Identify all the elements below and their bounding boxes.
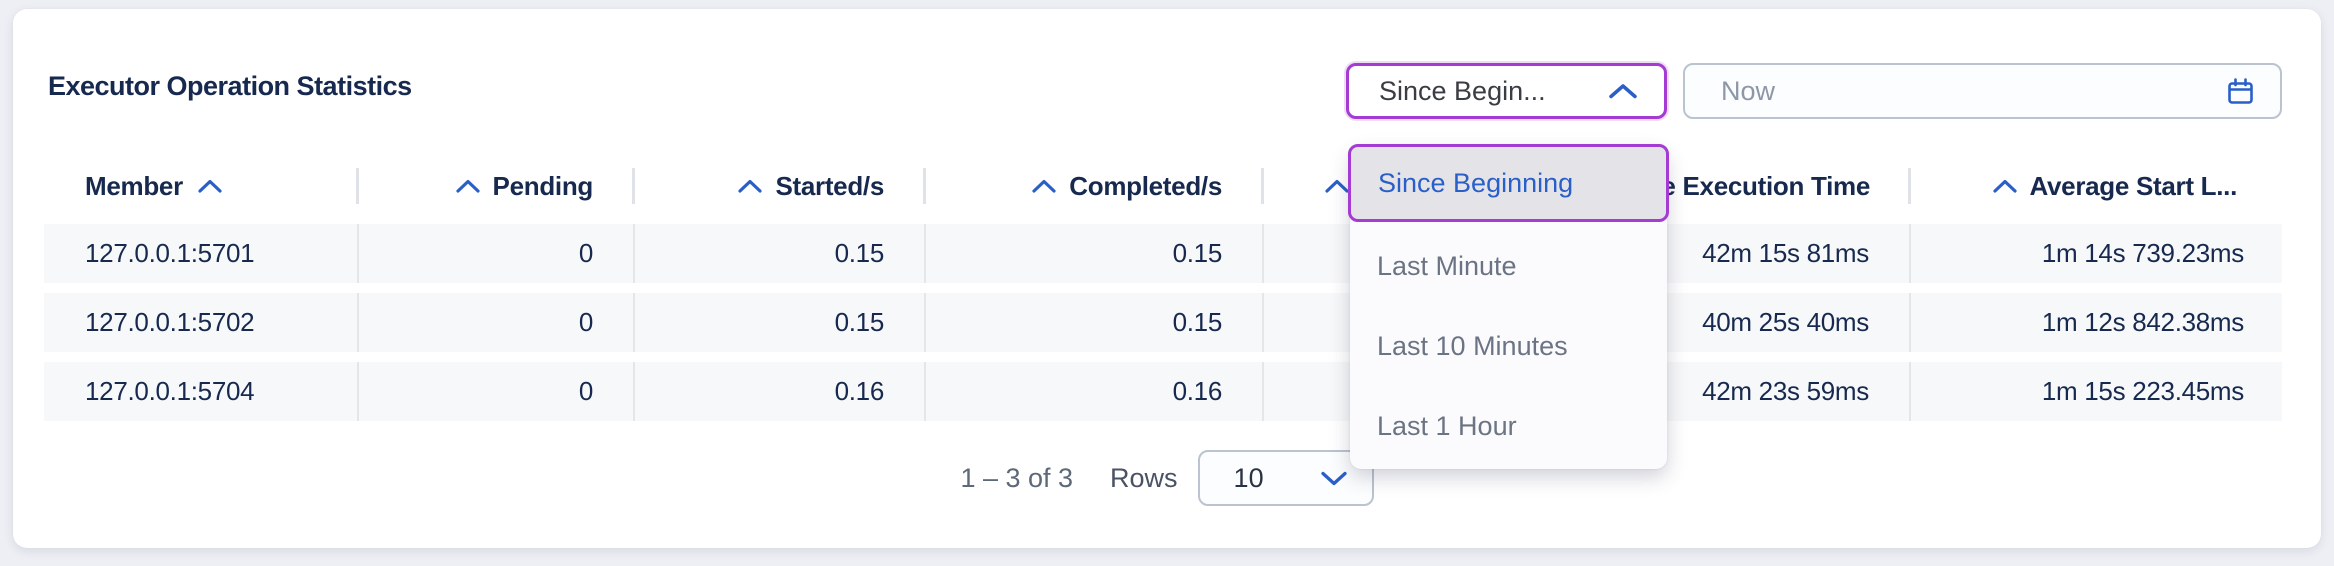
rows-per-page-select[interactable]: 10 [1197,450,1374,506]
cell-average-start-latency: 1m 14s 739.23ms [1909,224,2282,283]
cell-completed-per-s: 0.16 [924,362,1262,421]
cell-started-per-s: 0.16 [633,362,924,421]
table-row[interactable]: 127.0.0.1:5704 0 0.16 0.16 42m 23s 59ms … [44,362,2282,421]
executor-statistics-panel: Executor Operation Statistics Since Begi… [13,9,2321,548]
column-label: Started/s [775,170,884,201]
cell-pending: 0 [357,293,633,352]
cell-average-execution-time: 42m 15s 81ms [1262,224,1909,283]
menu-option-label: Since Beginning [1378,167,1574,198]
rows-per-page-label: Rows [1110,462,1178,493]
sort-ascending-icon [1032,179,1056,193]
cell-completed-per-s: 0.15 [924,293,1262,352]
sort-ascending-icon [738,179,763,193]
column-label: Pending [492,170,594,201]
cell-started-per-s: 0.15 [633,293,924,352]
table-row[interactable]: 127.0.0.1:5701 0 0.15 0.15 42m 15s 81ms … [44,224,2282,283]
panel-title: Executor Operation Statistics [48,71,412,101]
sort-ascending-icon [455,179,480,193]
cell-member: 127.0.0.1:5702 [85,307,255,337]
chevron-up-icon [1609,84,1637,99]
cell-average-start-latency: 1m 15s 223.45ms [1909,362,2282,421]
cell-started-per-s: 0.15 [633,224,924,283]
end-time-value: Now [1721,75,1776,106]
cell-pending: 0 [357,224,633,283]
cell-pending: 0 [357,362,633,421]
table-row[interactable]: 127.0.0.1:5702 0 0.15 0.15 40m 25s 40ms … [44,293,2282,352]
menu-options-list: Last Minute Last 10 Minutes Last 1 Hour [1350,226,1667,466]
cell-average-start-latency: 1m 12s 842.38ms [1909,293,2282,352]
pagination-range: 1 – 3 of 3 [960,462,1074,493]
pagination: 1 – 3 of 3 Rows 10 [13,450,2321,506]
cell-average-execution-time: 40m 25s 40ms [1262,293,1909,352]
time-range-select[interactable]: Since Begin... [1346,63,1667,119]
cell-member: 127.0.0.1:5704 [85,376,255,406]
end-time-input[interactable]: Now [1683,63,2282,119]
time-range-select-value: Since Begin... [1379,75,1546,106]
menu-option-since-beginning[interactable]: Since Beginning [1348,144,1669,222]
menu-option-last-1-hour[interactable]: Last 1 Hour [1377,411,1517,441]
sort-ascending-icon [198,179,222,193]
cell-average-execution-time: 42m 23s 59ms [1262,362,1909,421]
time-range-dropdown-menu: Since Beginning Last Minute Last 10 Minu… [1348,144,1669,469]
sort-ascending-icon [1992,179,2017,193]
column-header-member[interactable]: Member [44,162,357,210]
column-label: Average Start L... [2029,170,2238,201]
menu-option-last-10-minutes[interactable]: Last 10 Minutes [1377,331,1568,361]
sort-ascending-icon [1325,179,1349,193]
table-header-row: Member Pending Started/s Completed/s Ave… [44,162,2282,210]
column-label: Completed/s [1069,170,1222,201]
column-label: Member [85,170,183,201]
column-header-started-per-s[interactable]: Started/s [632,162,924,210]
calendar-icon[interactable] [2225,76,2256,107]
rows-per-page-value: 10 [1233,462,1264,493]
cell-completed-per-s: 0.15 [924,224,1262,283]
menu-option-last-minute[interactable]: Last Minute [1377,251,1517,281]
column-header-average-start-latency[interactable]: Average Start L... [1908,162,2282,210]
cell-member: 127.0.0.1:5701 [85,238,255,268]
chevron-down-icon [1320,471,1347,485]
column-header-completed-per-s[interactable]: Completed/s [923,162,1262,210]
column-header-pending[interactable]: Pending [356,162,633,210]
